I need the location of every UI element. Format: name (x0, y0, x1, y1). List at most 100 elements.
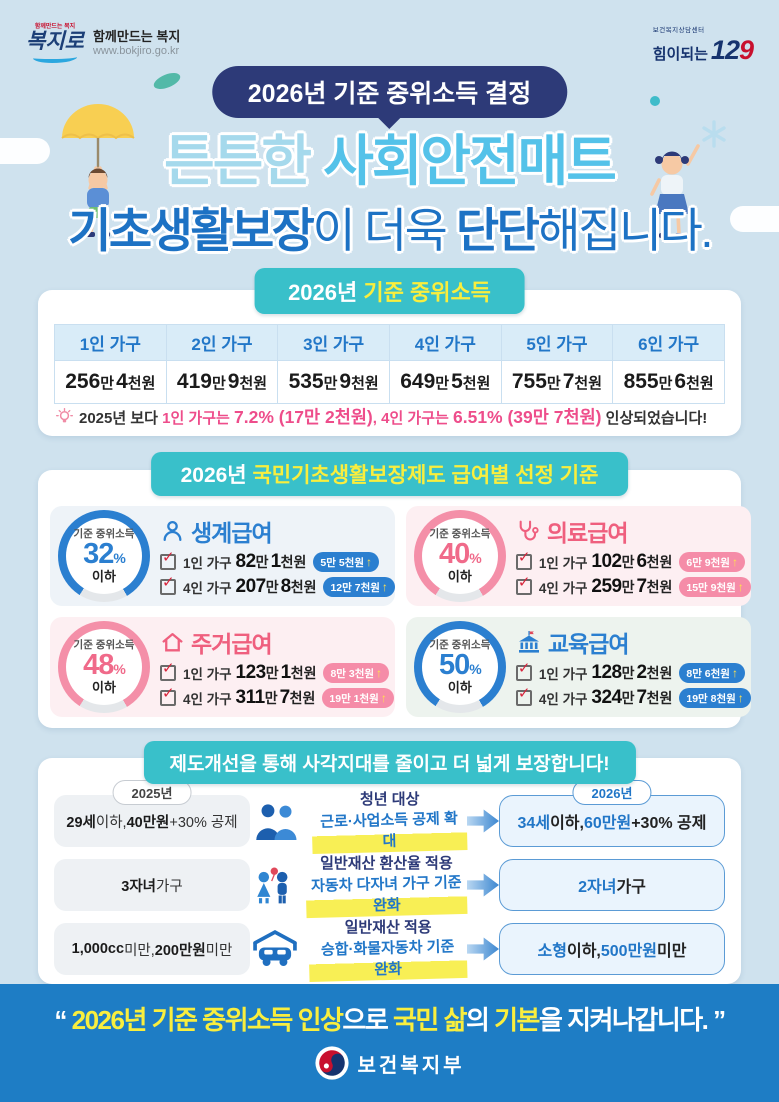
bottom-band: “ 2026년 기준 중위소득 인상으로 국민 삶의 기본을 지켜나갑니다. ”… (0, 984, 779, 1102)
bokjiro-swoosh-icon (32, 52, 77, 63)
percent-donut: 기준 중위소득 40% 이하 (413, 510, 506, 602)
change-description: 청년 대상 근로·사업소득 공제 확대 (250, 789, 468, 854)
median-income-heading: 2026년 기준 중위소득 (254, 268, 525, 314)
after-box: 소형 이하, 500만원 미만 (499, 923, 725, 975)
increase-note: 2025년 보다 1인 가구는 7.2% (17만 2천원), 4인 가구는 6… (56, 404, 707, 429)
up-arrow-icon: ↑ (376, 666, 383, 680)
donut-suffix: 이하 (92, 568, 116, 584)
card-title: 주거급여 (160, 625, 395, 659)
raise-badge: 8만 3천원 ↑ (323, 663, 390, 683)
column-header-4: 4인 가구 (388, 324, 502, 361)
bokjiro-logo-brand: 복지로 (26, 30, 84, 53)
bokjiro-url: www.bokjiro.go.kr (92, 44, 180, 57)
before-box: 3자녀 가구 (54, 859, 250, 911)
call-center-129-logo: 보건복지상담센터 힘이되는 129 (652, 27, 754, 65)
median-income-table: 1인 가구 2인 가구 3인 가구 4인 가구 5인 가구 6인 가구 256만… (54, 324, 725, 404)
donut-label: 기준 중위소득 (429, 528, 491, 541)
checkbox-icon (160, 659, 176, 681)
hero-badge: 2026년 기준 중위소득 결정 (211, 66, 568, 118)
percent-donut: 기준 중위소득 48% 이하 (58, 621, 150, 713)
income-value-1: 256만4천원 (54, 360, 167, 404)
checkbox-icon (160, 573, 176, 595)
raise-badge: 6만 9천원 ↑ (679, 552, 745, 572)
column-header-2: 2인 가구 (165, 324, 279, 361)
column-header-6: 6인 가구 (612, 324, 725, 361)
right-arrow-icon (467, 809, 499, 833)
up-arrow-icon: ↑ (731, 666, 738, 680)
checkbox-icon (160, 684, 176, 706)
card-title: 의료급여 (516, 514, 751, 548)
change-description: 일반재산 적용 승합·화물자동차 기준 완화 (250, 917, 468, 982)
up-arrow-icon: ↑ (380, 691, 387, 705)
donut-percent: 50% (439, 648, 482, 681)
checkbox-icon (515, 548, 532, 570)
ministry-name: 보건복지부 (357, 1054, 465, 1077)
percent-donut: 기준 중위소득 32% 이하 (58, 510, 150, 602)
right-arrow-icon (467, 937, 499, 961)
checkbox-icon (515, 573, 532, 595)
year-2026-pill: 2026년 (572, 780, 652, 805)
waving-child-decoration (650, 144, 700, 238)
call-center-name: 보건복지상담센터 (652, 27, 705, 34)
income-value-4: 649만5천원 (388, 360, 502, 404)
people-icon (256, 804, 297, 840)
call-center-number: 129 (710, 34, 754, 65)
cloud-decoration (0, 138, 50, 164)
percent-donut: 기준 중위소득 50% 이하 (413, 621, 506, 713)
raise-badge: 12만 7천원 ↑ (323, 577, 395, 597)
bokjiro-logo: 함께만드는 복지 복지로 함께만드는 복지 www.bokjiro.go.kr (26, 24, 180, 63)
income-value-2: 419만9천원 (165, 360, 279, 404)
leaf-decoration (153, 73, 181, 89)
checkbox-icon (515, 659, 532, 681)
before-box: 1,000cc 미만, 200만원 미만 (54, 923, 250, 975)
stethoscope-icon (519, 520, 539, 540)
up-arrow-icon: ↑ (737, 580, 744, 594)
median-income-panel: 1인 가구 2인 가구 3인 가구 4인 가구 5인 가구 6인 가구 256만… (38, 290, 741, 436)
raise-badge: 19만 1천원 ↑ (322, 688, 394, 708)
checkbox-icon (160, 548, 176, 570)
bokjiro-logo-small-text: 함께만드는 복지 (34, 24, 76, 30)
income-value-5: 755만7천원 (500, 360, 614, 404)
person-icon (163, 520, 182, 541)
up-arrow-icon: ↑ (381, 580, 388, 594)
children-icon (257, 867, 288, 904)
call-center-slogan: 힘이되는 (652, 45, 708, 63)
bokjiro-logo-mark: 함께만드는 복지 복지로 (26, 24, 84, 63)
bokjiro-tagline: 함께만드는 복지 (92, 28, 181, 44)
increase-note-text: 2025년 보다 1인 가구는 7.2% (17만 2천원), 4인 가구는 6… (79, 407, 708, 427)
dot-decoration (650, 96, 660, 106)
improvements-heading: 제도개선을 통해 사각지대를 줄이고 더 넓게 보장합니다! (143, 741, 636, 784)
after-box: 2자녀 가구 (499, 859, 725, 911)
income-value-6: 855만6천원 (612, 360, 725, 404)
improvements-panel: 2025년 2026년 29세 이하, 40만원 +30% 공제 청년 대상 근로… (38, 758, 741, 984)
umbrella-child-decoration (61, 104, 135, 237)
bokjiro-logo-text: 함께만드는 복지 www.bokjiro.go.kr (93, 29, 180, 59)
ministry-logo: 보건복지부 (0, 1046, 779, 1080)
donut-suffix: 이하 (447, 679, 472, 695)
improvement-rows: 2025년 2026년 29세 이하, 40만원 +30% 공제 청년 대상 근로… (54, 780, 725, 982)
donut-suffix: 이하 (92, 679, 116, 695)
school-icon (518, 630, 539, 653)
after-box: 34세 이하, 60만원 +30% 공제 (499, 795, 725, 847)
up-arrow-icon: ↑ (365, 555, 372, 569)
raise-badge: 15만 9천원 ↑ (679, 577, 751, 597)
improvement-row-vehicle: 1,000cc 미만, 200만원 미만 일반재산 적용 승합·화 (54, 919, 725, 982)
improvement-row-children: 3자녀 가구 일반재산 환산율 적용 자동차 다자녀 가구 기준 (54, 855, 725, 918)
house-icon (162, 632, 183, 651)
donut-percent: 40% (439, 537, 482, 570)
raise-badge: 19만 8천원 ↑ (679, 688, 751, 708)
bulb-icon (56, 408, 73, 423)
income-value-3: 535만9천원 (277, 360, 390, 404)
donut-percent: 32% (83, 537, 126, 570)
